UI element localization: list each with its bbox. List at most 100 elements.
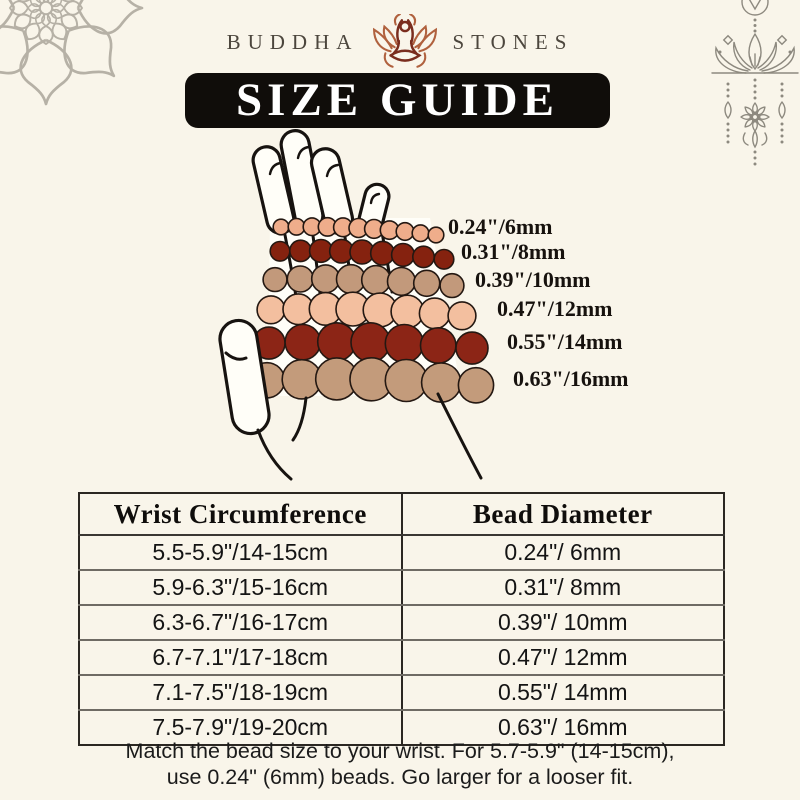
bead bbox=[384, 358, 429, 403]
size-guide-banner: SIZE GUIDE bbox=[185, 73, 610, 128]
size-table-row: 6.3-6.7"/16-17cm 0.39"/ 10mm bbox=[79, 605, 724, 641]
bracelet-row bbox=[272, 216, 445, 244]
bead bbox=[386, 266, 417, 297]
fingers bbox=[251, 129, 391, 235]
bead-size-label: 0.31"/8mm bbox=[461, 239, 565, 264]
bead bbox=[419, 326, 457, 364]
bead-size-label: 0.47"/12mm bbox=[497, 296, 612, 321]
brand-logo: BUDDHA bbox=[0, 14, 800, 68]
bead-diameter-cell: 0.63"/ 16mm bbox=[400, 710, 724, 745]
size-table-row: 5.9-6.3"/15-16cm 0.31"/ 8mm bbox=[79, 570, 724, 606]
bead bbox=[390, 242, 416, 268]
brand-name-right: STONES bbox=[452, 29, 574, 54]
bead bbox=[412, 269, 441, 298]
bead bbox=[360, 264, 392, 296]
bead bbox=[286, 265, 315, 293]
finger-lines bbox=[282, 220, 394, 312]
bead bbox=[390, 294, 425, 329]
bead bbox=[395, 221, 415, 242]
size-table-row: 7.5-7.9"/19-20cm 0.63"/ 16mm bbox=[79, 710, 724, 745]
lotus-meditation-icon bbox=[373, 14, 438, 68]
bead bbox=[420, 362, 462, 404]
size-table-header-row: Wrist Circumference Bead Diameter bbox=[79, 493, 724, 536]
bead-diameter-cell: 0.31"/ 8mm bbox=[400, 570, 724, 606]
bracelet-beads bbox=[248, 216, 495, 404]
bead bbox=[262, 266, 288, 293]
bead bbox=[369, 240, 396, 266]
bead bbox=[418, 297, 451, 330]
bead bbox=[349, 239, 375, 265]
bead bbox=[272, 218, 290, 236]
thumb bbox=[218, 318, 271, 436]
bead bbox=[269, 240, 291, 262]
bead bbox=[256, 295, 286, 325]
bead bbox=[362, 292, 398, 328]
bead-size-label: 0.55"/14mm bbox=[507, 329, 622, 354]
fit-note-line2: use 0.24" (6mm) beads. Go larger for a l… bbox=[166, 765, 634, 789]
bead-diameter-header: Bead Diameter bbox=[400, 493, 724, 536]
bead bbox=[455, 331, 489, 365]
size-table-body: 5.5-5.9"/14-15cm 0.24"/ 6mm 5.9-6.3"/15-16… bbox=[79, 535, 724, 745]
bead bbox=[332, 217, 354, 238]
palm-shape bbox=[268, 218, 462, 396]
bead bbox=[411, 224, 430, 243]
bead-diameter-cell: 0.39"/ 10mm bbox=[400, 605, 724, 641]
bracelet-row bbox=[262, 263, 465, 299]
size-table-row: 7.1-7.5"/18-19cm 0.55"/ 14mm bbox=[79, 675, 724, 711]
bead bbox=[411, 245, 435, 269]
bead bbox=[349, 356, 394, 402]
bead-size-label: 0.63"/16mm bbox=[513, 366, 628, 391]
wrist-circumference-cell: 5.9-6.3"/15-16cm bbox=[79, 570, 402, 606]
bead-diameter-cell: 0.47"/ 12mm bbox=[400, 640, 724, 676]
wrist-circumference-cell: 5.5-5.9"/14-15cm bbox=[79, 535, 402, 571]
bead-size-label: 0.39"/10mm bbox=[475, 267, 590, 292]
size-table: Wrist Circumference Bead Diameter 5.5-5.… bbox=[78, 492, 725, 746]
bead bbox=[316, 321, 357, 362]
bead bbox=[348, 217, 369, 239]
wrist-circumference-header: Wrist Circumference bbox=[79, 493, 402, 536]
bead bbox=[335, 291, 371, 327]
wrist-circumference-cell: 6.3-6.7"/16-17cm bbox=[79, 605, 402, 641]
bead bbox=[350, 321, 391, 363]
bead bbox=[384, 323, 425, 364]
bead bbox=[281, 358, 323, 400]
bead-size-label: 0.24"/6mm bbox=[448, 214, 552, 239]
bead bbox=[248, 361, 286, 399]
bead bbox=[288, 239, 312, 263]
bead bbox=[308, 291, 343, 327]
wrist-circumference-cell: 7.1-7.5"/18-19cm bbox=[79, 675, 402, 711]
bead bbox=[308, 238, 334, 264]
bead bbox=[439, 272, 465, 299]
brand-name-left: BUDDHA bbox=[226, 29, 359, 54]
bead bbox=[284, 323, 322, 361]
bead bbox=[302, 217, 322, 237]
bead bbox=[282, 293, 315, 326]
bead bbox=[317, 216, 338, 237]
bead bbox=[363, 218, 385, 240]
bead-diameter-cell: 0.55"/ 14mm bbox=[400, 675, 724, 711]
fingernail-lines bbox=[268, 145, 381, 205]
bead bbox=[447, 301, 477, 331]
size-table-row: 5.5-5.9"/14-15cm 0.24"/ 6mm bbox=[79, 535, 724, 571]
banner-title: SIZE GUIDE bbox=[236, 74, 559, 126]
wrist-lines bbox=[224, 351, 483, 481]
bead bbox=[328, 238, 355, 264]
wrist-circumference-cell: 6.7-7.1"/17-18cm bbox=[79, 640, 402, 676]
bracelet-row bbox=[269, 238, 455, 270]
bracelet-row bbox=[256, 291, 477, 331]
fit-note: Match the bead size to your wrist. For 5… bbox=[0, 738, 800, 790]
bead bbox=[433, 248, 455, 270]
bead bbox=[287, 217, 306, 236]
bead bbox=[314, 357, 359, 401]
bead bbox=[457, 366, 495, 404]
bracelet-row bbox=[252, 321, 489, 365]
size-table-row: 6.7-7.1"/17-18cm 0.47"/ 12mm bbox=[79, 640, 724, 676]
bead bbox=[335, 263, 367, 295]
bracelet-row bbox=[248, 356, 495, 404]
bead-diameter-cell: 0.24"/ 6mm bbox=[400, 535, 724, 571]
fit-note-line1: Match the bead size to your wrist. For 5… bbox=[125, 739, 675, 763]
bead bbox=[427, 226, 445, 244]
bead bbox=[379, 220, 400, 241]
